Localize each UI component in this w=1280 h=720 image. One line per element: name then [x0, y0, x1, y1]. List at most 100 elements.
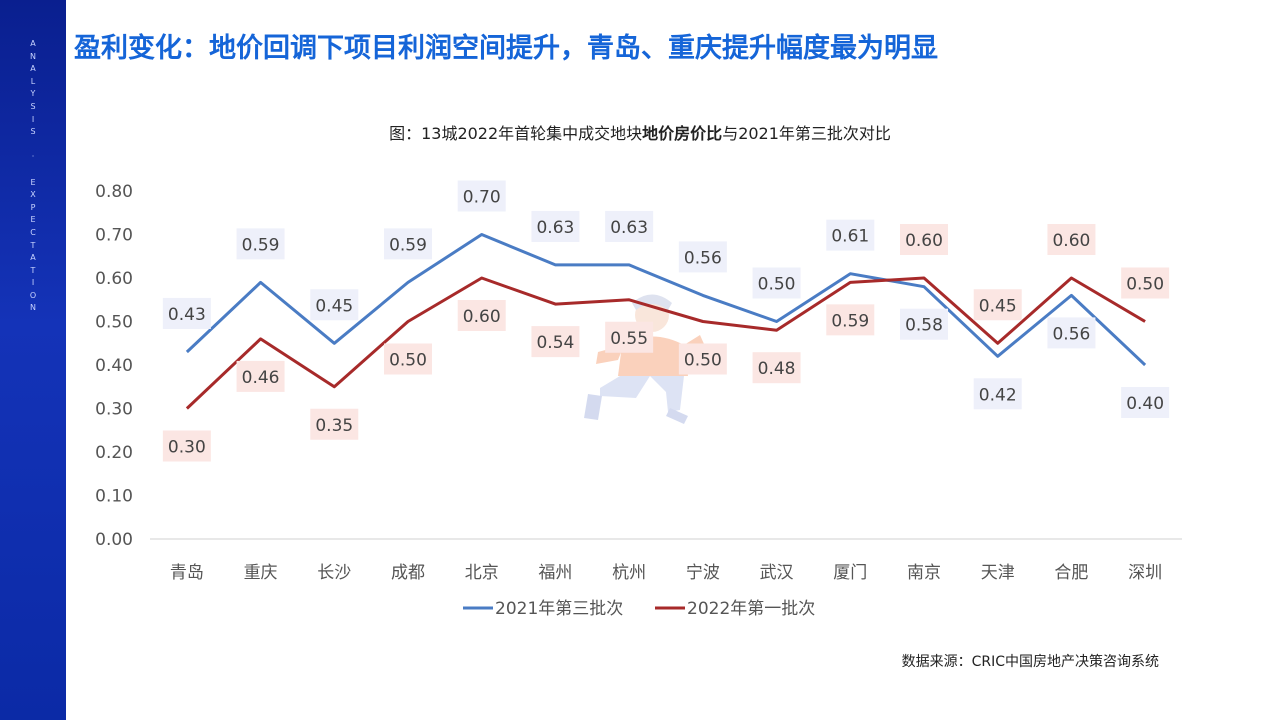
- side-letter: E: [30, 177, 36, 187]
- data-label: 0.30: [168, 438, 206, 458]
- data-label: 0.60: [463, 307, 501, 327]
- side-letter: Y: [30, 89, 36, 99]
- data-label-bg: [310, 289, 359, 321]
- data-label: 0.59: [831, 311, 869, 331]
- data-label-bg: [236, 360, 285, 392]
- x-tick-label: 杭州: [612, 563, 646, 583]
- data-label-bg: [826, 219, 875, 251]
- data-label-bg: [384, 228, 432, 260]
- data-label: 0.59: [389, 235, 427, 255]
- data-label-bg: [162, 430, 211, 462]
- side-letter: A: [30, 253, 36, 263]
- x-tick-label: 南京: [907, 563, 941, 583]
- data-label: 0.56: [684, 248, 722, 268]
- y-tick-label: 0.30: [95, 400, 133, 420]
- data-label-bg: [162, 297, 211, 329]
- data-label-bg: [1121, 267, 1170, 299]
- data-label: 0.63: [536, 218, 574, 238]
- x-tick-label: 青岛: [170, 563, 204, 583]
- data-label: 0.50: [758, 275, 796, 295]
- data-label-bg: [973, 378, 1022, 410]
- data-label-bg: [384, 343, 432, 375]
- data-label: 0.60: [1052, 231, 1090, 251]
- data-label-bg: [605, 321, 654, 353]
- data-label: 0.45: [315, 296, 353, 316]
- y-tick-label: 0.50: [95, 313, 133, 333]
- chart-title-suffix: 与2021年第三批次对比: [722, 124, 891, 143]
- chart-title-bold: 地价房价比: [642, 124, 723, 143]
- side-letter: I: [31, 114, 35, 124]
- data-label: 0.35: [315, 416, 353, 436]
- legend-label-2: 2022年第一批次: [687, 599, 815, 619]
- data-label-bg: [973, 289, 1022, 321]
- side-letter: T: [30, 265, 36, 275]
- data-label-bg: [1121, 387, 1170, 418]
- side-letter: E: [30, 215, 36, 225]
- y-tick-label: 0.80: [95, 182, 133, 202]
- chart-title: 图：13城2022年首轮集中成交地块地价房价比与2021年第三批次对比: [0, 120, 1280, 144]
- data-label-bg: [531, 326, 580, 358]
- data-label: 0.45: [979, 296, 1017, 316]
- x-tick-label: 福州: [538, 563, 572, 583]
- x-tick-label: 重庆: [244, 563, 278, 583]
- side-letter: ·: [31, 152, 35, 162]
- x-tick-label: 深圳: [1128, 563, 1162, 583]
- y-tick-label: 0.00: [95, 530, 133, 550]
- chart-title-prefix: 图：13城2022年首轮集中成交地块: [389, 124, 643, 143]
- side-letter: S: [30, 127, 36, 137]
- side-letter: S: [30, 101, 36, 111]
- side-letter: L: [30, 76, 36, 86]
- data-label: 0.42: [979, 385, 1017, 405]
- data-label-bg: [310, 408, 359, 440]
- data-label-bg: [1047, 224, 1096, 255]
- data-label-bg: [236, 228, 285, 260]
- data-label-bg: [678, 343, 727, 375]
- data-label-bg: [826, 304, 875, 336]
- data-label: 0.40: [1126, 394, 1164, 414]
- side-letter: P: [30, 202, 36, 212]
- data-label-bg: [1047, 317, 1096, 349]
- side-letter: T: [30, 240, 36, 250]
- legend-label-1: 2021年第三批次: [495, 599, 623, 619]
- x-tick-label: 天津: [981, 563, 1015, 583]
- side-letter: C: [30, 227, 36, 237]
- side-letter: A: [30, 39, 36, 48]
- data-label: 0.50: [684, 351, 722, 371]
- data-label-bg: [457, 180, 506, 212]
- y-tick-label: 0.70: [95, 226, 133, 246]
- side-letter: N: [30, 51, 36, 61]
- data-label-bg: [900, 308, 948, 340]
- x-tick-label: 宁波: [686, 563, 720, 583]
- x-tick-label: 长沙: [317, 563, 351, 583]
- y-tick-label: 0.20: [95, 443, 133, 463]
- data-label: 0.46: [242, 368, 280, 388]
- page-title: 盈利变化：地价回调下项目利润空间提升，青岛、重庆提升幅度最为明显: [74, 33, 938, 64]
- data-label-bg: [531, 210, 580, 242]
- data-label: 0.70: [463, 188, 501, 208]
- series-line-2: [185, 276, 1146, 410]
- data-label-bg: [752, 352, 801, 384]
- data-label: 0.59: [242, 235, 280, 255]
- x-tick-label: 厦门: [833, 563, 867, 583]
- series-line-1: [185, 233, 1147, 367]
- data-label: 0.55: [610, 329, 648, 349]
- side-letter: N: [30, 303, 36, 313]
- data-label: 0.56: [1052, 324, 1090, 344]
- data-label: 0.54: [536, 333, 574, 353]
- data-label-bg: [605, 210, 654, 242]
- data-label-bg: [457, 300, 506, 331]
- data-label: 0.50: [389, 351, 427, 371]
- data-label: 0.48: [758, 359, 796, 379]
- side-letter: O: [29, 290, 37, 300]
- y-tick-label: 0.60: [95, 269, 133, 289]
- data-label: 0.61: [831, 227, 869, 247]
- data-label: 0.60: [905, 231, 943, 251]
- data-label-bg: [678, 241, 727, 273]
- y-tick-label: 0.10: [95, 487, 133, 507]
- x-tick-label: 成都: [391, 563, 425, 583]
- x-tick-label: 北京: [465, 563, 499, 583]
- side-letter: X: [30, 190, 36, 200]
- data-label: 0.58: [905, 316, 943, 336]
